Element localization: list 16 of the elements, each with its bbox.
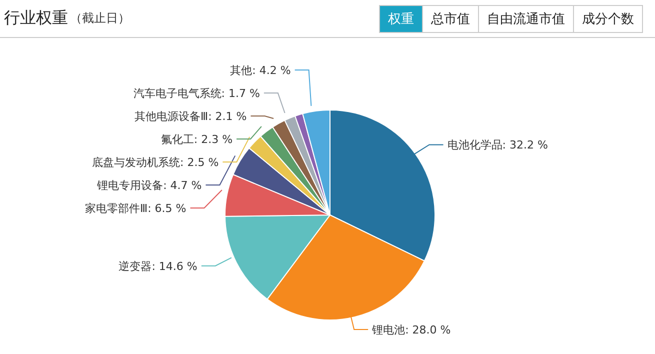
text: 成分个数 [573,4,643,32]
slice-label: 锂电专用设备: 4.7 % [96,179,202,192]
text: 自由流通市值 [478,4,574,32]
slice-label: 汽车电子电气系统: 1.7 % [133,87,260,100]
slice-label: 其他电源设备Ⅲ: 2.1 % [134,110,247,123]
slice-label: 其他: 4.2 % [230,64,291,77]
slice-label: 锂电池: 28.0 % [371,324,451,337]
slice-label: 电池化学品: 32.2 % [447,138,548,152]
text: 总市值 [422,4,479,32]
slice-label: 氟化工: 2.3 % [160,133,233,146]
slice-label: 家电零部件Ⅲ: 6.5 % [85,202,186,215]
chart-subtitle: （截止日） [70,10,130,27]
slice-label: 底盘与发动机系统: 2.5 % [92,156,219,169]
text: 权重 [379,4,423,32]
chart-title: 行业权重 [4,8,68,29]
slice-label: 逆变器: 14.6 % [118,260,198,273]
